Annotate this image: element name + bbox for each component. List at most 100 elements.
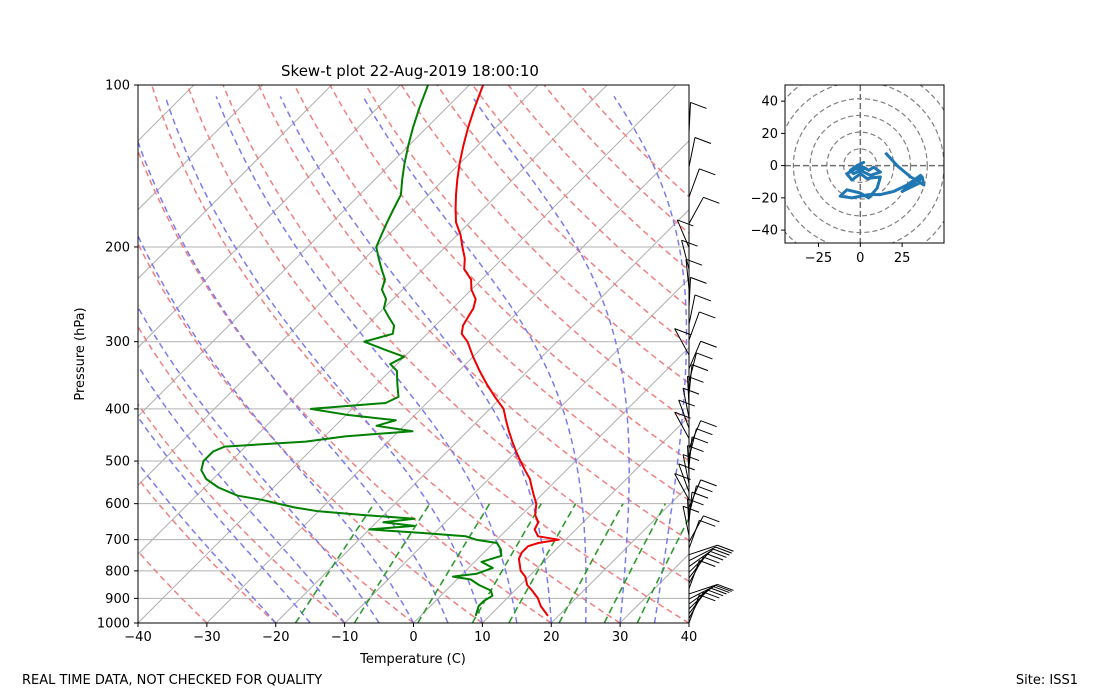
isotherm-line xyxy=(550,484,689,623)
y-tick-label: 800 xyxy=(105,564,130,579)
y-tick-label: 200 xyxy=(105,240,130,255)
moist-adiabat xyxy=(215,96,518,623)
wind-barb xyxy=(687,376,690,407)
moist-adiabat xyxy=(138,234,415,623)
chart-title: Skew-t plot 22-Aug-2019 18:00:10 xyxy=(281,62,539,80)
mixing-ratio-line xyxy=(558,503,624,623)
x-tick-label: 40 xyxy=(681,630,698,645)
dry-adiabat xyxy=(138,242,483,623)
wind-barb xyxy=(674,328,690,356)
wind-barb-flag xyxy=(703,556,720,564)
wind-barb xyxy=(681,240,690,270)
wind-barb-flag xyxy=(699,519,716,527)
wind-barb-flag xyxy=(710,587,727,595)
wind-barb-flag xyxy=(691,364,709,372)
site-label: Site: ISS1 xyxy=(1015,673,1078,688)
moist-adiabat xyxy=(164,96,484,623)
isotherm-line xyxy=(138,85,332,280)
dewpoint-profile xyxy=(200,85,503,617)
wind-barb-flag xyxy=(703,196,720,204)
skewt-background-lines xyxy=(138,85,689,623)
wind-barb xyxy=(674,473,690,501)
isotherm-line xyxy=(138,85,539,486)
mixing-ratio-line xyxy=(636,516,689,623)
wind-barb-flag xyxy=(690,276,707,284)
mixing-ratio-line xyxy=(471,503,542,623)
moist-adiabat xyxy=(613,95,688,623)
wind-barb-flag xyxy=(691,436,709,444)
x-tick-label: 20 xyxy=(543,630,560,645)
moist-adiabat xyxy=(138,415,311,623)
wind-barb-flag xyxy=(696,352,713,360)
wind-barb xyxy=(688,341,702,370)
dry-adiabat xyxy=(365,85,689,423)
wind-barb xyxy=(678,399,690,429)
mixing-ratio-line xyxy=(603,503,667,623)
y-tick-label: 900 xyxy=(105,592,130,607)
wind-barb-flag xyxy=(677,219,694,227)
wind-barb xyxy=(688,583,718,595)
wind-barb xyxy=(688,520,700,549)
x-tick-label: −10 xyxy=(331,630,358,645)
wind-barb-flag xyxy=(715,584,732,592)
wind-barb xyxy=(685,259,690,290)
temperature-profile xyxy=(454,85,560,617)
wind-barb-flag xyxy=(694,294,712,302)
mixing-ratio-line xyxy=(353,503,431,623)
wind-barb xyxy=(688,544,718,556)
dry-adiabat xyxy=(472,85,689,309)
wind-barb xyxy=(688,197,704,224)
y-axis-label: Pressure (hPa) xyxy=(73,307,88,400)
wind-barb xyxy=(688,277,691,308)
hodograph-frame xyxy=(784,84,945,244)
dry-adiabat xyxy=(329,85,689,462)
wind-barb xyxy=(688,102,691,133)
hodo-y-tick-label: 20 xyxy=(761,127,778,142)
skewt-profiles xyxy=(200,85,560,617)
wind-barb-flag xyxy=(678,463,695,471)
wind-barb xyxy=(688,515,704,543)
hodo-x-tick-label: 25 xyxy=(894,251,911,266)
x-tick-label: −40 xyxy=(124,630,151,645)
dry-adiabat xyxy=(436,85,689,347)
moist-adiabat xyxy=(362,96,587,623)
wind-barb-flag xyxy=(717,583,734,591)
moist-adiabat xyxy=(138,364,346,623)
dry-adiabat xyxy=(150,85,621,623)
wind-barb-flag xyxy=(710,550,727,558)
dry-adiabat xyxy=(138,477,277,623)
wind-barb-flag xyxy=(682,454,700,462)
hodo-y-tick-label: 40 xyxy=(761,95,778,110)
isotherm-line xyxy=(138,85,401,349)
wind-barb-flag xyxy=(674,411,691,419)
wind-barb-flag xyxy=(713,586,730,594)
wind-barb xyxy=(688,420,702,449)
wind-barb-flag xyxy=(717,544,734,552)
hodo-x-tick-label: −25 xyxy=(805,251,832,266)
isotherm-line xyxy=(138,85,677,623)
hodo-y-tick-label: −20 xyxy=(751,191,778,206)
wind-barb-flag xyxy=(685,258,703,266)
wind-barb xyxy=(688,485,697,515)
dry-adiabat xyxy=(293,85,689,502)
wind-barb-flag xyxy=(700,340,717,348)
wind-barb-flag xyxy=(703,591,720,599)
wind-barb-flag xyxy=(699,168,716,176)
dry-adiabat xyxy=(138,149,552,623)
moist-adiabat xyxy=(138,139,449,623)
dry-adiabat xyxy=(400,85,689,385)
wind-barb-flag xyxy=(682,505,700,513)
wind-barb xyxy=(678,463,690,493)
isotherm-line xyxy=(138,85,608,555)
wind-barb xyxy=(688,364,693,395)
wind-barb xyxy=(682,388,690,418)
wind-barb-flag xyxy=(678,399,695,407)
isotherm-line xyxy=(138,85,264,211)
y-tick-label: 700 xyxy=(105,533,130,548)
quality-notice: REAL TIME DATA, NOT CHECKED FOR QUALITY xyxy=(22,673,323,688)
y-tick-label: 600 xyxy=(105,497,130,512)
y-tick-label: 500 xyxy=(105,455,130,470)
wind-barb-flag xyxy=(696,428,713,436)
mixing-ratio-line xyxy=(294,503,375,623)
y-tick-label: 1000 xyxy=(97,617,130,632)
